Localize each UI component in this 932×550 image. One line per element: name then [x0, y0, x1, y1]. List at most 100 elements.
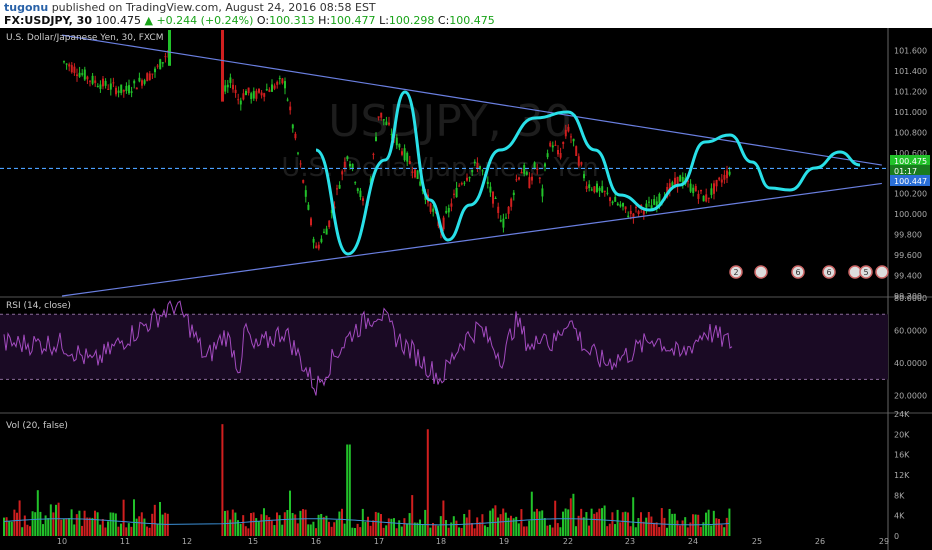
volume-bar — [356, 523, 359, 536]
candle-body — [395, 137, 398, 146]
candle-body — [349, 163, 351, 167]
candle-body — [258, 88, 260, 93]
volume-bar — [387, 518, 390, 536]
volume-bar — [494, 505, 497, 536]
volume-bar — [385, 525, 388, 536]
publish-text: published on TradingView.com, August 24,… — [51, 1, 376, 14]
candle-body — [726, 170, 728, 179]
volume-bar — [439, 516, 442, 536]
volume-bar — [434, 525, 437, 536]
event-marker[interactable] — [875, 265, 889, 279]
candle-body — [520, 171, 523, 174]
volume-bar — [429, 527, 432, 536]
volume-bar — [229, 519, 232, 536]
candle-body — [325, 228, 328, 235]
volume-bar — [668, 508, 671, 536]
candle-body — [507, 206, 510, 214]
volume-bar — [455, 520, 458, 536]
event-marker[interactable] — [754, 265, 768, 279]
volume-bar — [564, 508, 567, 536]
event-marker[interactable] — [729, 265, 743, 279]
last-price: 100.475 — [95, 14, 142, 27]
high-label: H: — [318, 14, 331, 27]
volume-bar — [338, 511, 341, 536]
volume-bar — [377, 512, 380, 536]
candle-body — [603, 190, 606, 192]
candle-body — [168, 30, 171, 66]
candle-body — [388, 122, 390, 125]
volume-bar — [26, 524, 29, 536]
volume-bar — [593, 513, 596, 536]
candle-body — [580, 162, 583, 165]
volume-bar — [720, 524, 723, 536]
volume-bar — [528, 520, 531, 536]
candle-body — [645, 203, 648, 208]
volume-bar — [512, 518, 515, 536]
volume-bar — [268, 517, 271, 536]
chart-canvas[interactable]: USDJPY, 30 U.S. Dollar/Japanese Yen 101.60… — [0, 28, 932, 550]
candle-body — [336, 188, 338, 190]
volume-bar — [442, 500, 445, 536]
candle-body — [338, 185, 341, 189]
volume-bar — [650, 516, 653, 536]
candle-body — [359, 190, 362, 197]
volume-bar — [510, 515, 512, 536]
candle-body — [687, 180, 689, 182]
author-link[interactable]: tugonu — [4, 1, 49, 14]
candle-body — [341, 171, 344, 175]
event-marker[interactable] — [791, 265, 805, 279]
price-tick-label: 101.600 — [894, 46, 927, 55]
price-badge-text: 100.447 — [894, 177, 927, 186]
time-tick-label: 15 — [248, 537, 258, 546]
volume-bar — [18, 500, 21, 536]
volume-bar — [120, 523, 122, 536]
time-tick-label: 23 — [625, 537, 635, 546]
candle-body — [515, 179, 518, 181]
volume-bar — [302, 509, 304, 536]
trendline-upper[interactable] — [61, 34, 882, 166]
volume-bar — [335, 519, 338, 536]
volume-bar — [289, 490, 291, 536]
candle-body — [551, 145, 554, 148]
candle-body — [224, 85, 227, 92]
event-marker[interactable] — [859, 265, 873, 279]
volume-bar — [322, 517, 325, 536]
volume-bar — [29, 526, 31, 536]
candle-body — [307, 204, 310, 210]
volume-bar — [530, 491, 533, 536]
volume-bar — [595, 512, 598, 536]
header: tugonu published on TradingView.com, Aug… — [0, 0, 932, 28]
volume-bar — [351, 527, 354, 536]
price-tick-label: 99.400 — [894, 272, 922, 281]
trendline-lower[interactable] — [61, 182, 882, 297]
candle-body — [627, 215, 630, 218]
event-marker[interactable] — [848, 265, 862, 279]
candle-body — [523, 165, 526, 174]
candle-body — [471, 170, 474, 173]
candle-body — [510, 198, 513, 207]
volume-bar — [307, 524, 310, 536]
candle-body — [68, 64, 71, 67]
candle-body — [390, 134, 393, 136]
candle-body — [598, 187, 601, 191]
price-tick-label: 100.000 — [894, 210, 927, 219]
volume-bar — [42, 524, 44, 536]
volume-bar — [234, 512, 237, 536]
wave-projection[interactable] — [315, 90, 861, 256]
volume-bar — [148, 527, 151, 536]
candle-body — [73, 66, 76, 73]
candle-body — [481, 170, 484, 172]
volume-bar — [359, 527, 362, 536]
volume-bar — [471, 522, 473, 536]
volume-bar — [460, 528, 463, 536]
candle-body — [120, 84, 123, 94]
time-tick-label: 25 — [752, 537, 762, 546]
candle-body — [343, 161, 346, 168]
event-marker[interactable] — [822, 265, 836, 279]
candle-body — [648, 201, 650, 203]
volume-bar — [614, 524, 616, 536]
candle-body — [557, 149, 559, 155]
close-label: C: — [437, 14, 450, 27]
volume-bar — [445, 520, 447, 536]
volume-bar — [273, 525, 276, 536]
